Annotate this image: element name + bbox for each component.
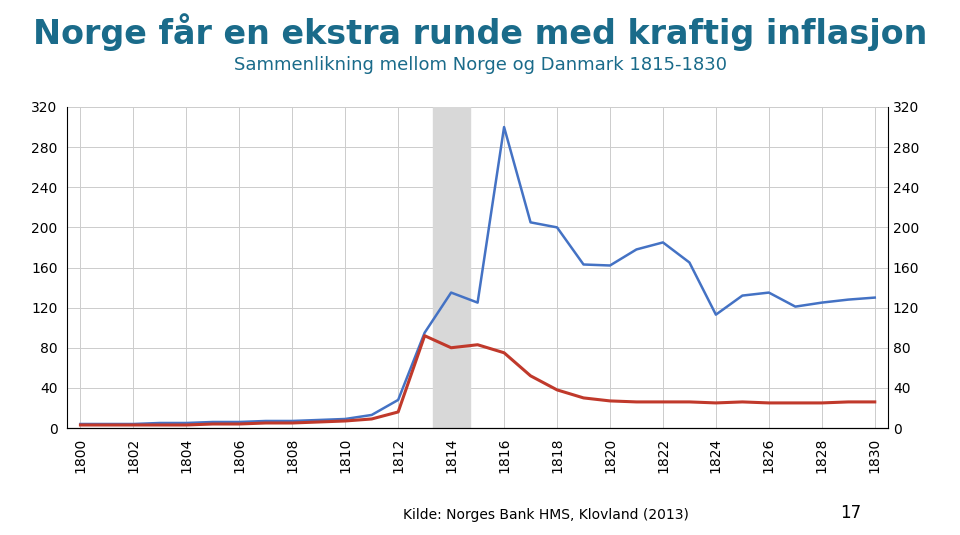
Bar [433, 107, 469, 428]
Text: Sammenlikning mellom Norge og Danmark 1815-1830: Sammenlikning mellom Norge og Danmark 18… [233, 56, 727, 74]
Text: 17: 17 [840, 503, 861, 522]
Text: Kilde: Norges Bank HMS, Klovland (2013): Kilde: Norges Bank HMS, Klovland (2013) [403, 508, 689, 522]
Text: Norge får en ekstra runde med kraftig inflasjon: Norge får en ekstra runde med kraftig in… [33, 13, 927, 51]
